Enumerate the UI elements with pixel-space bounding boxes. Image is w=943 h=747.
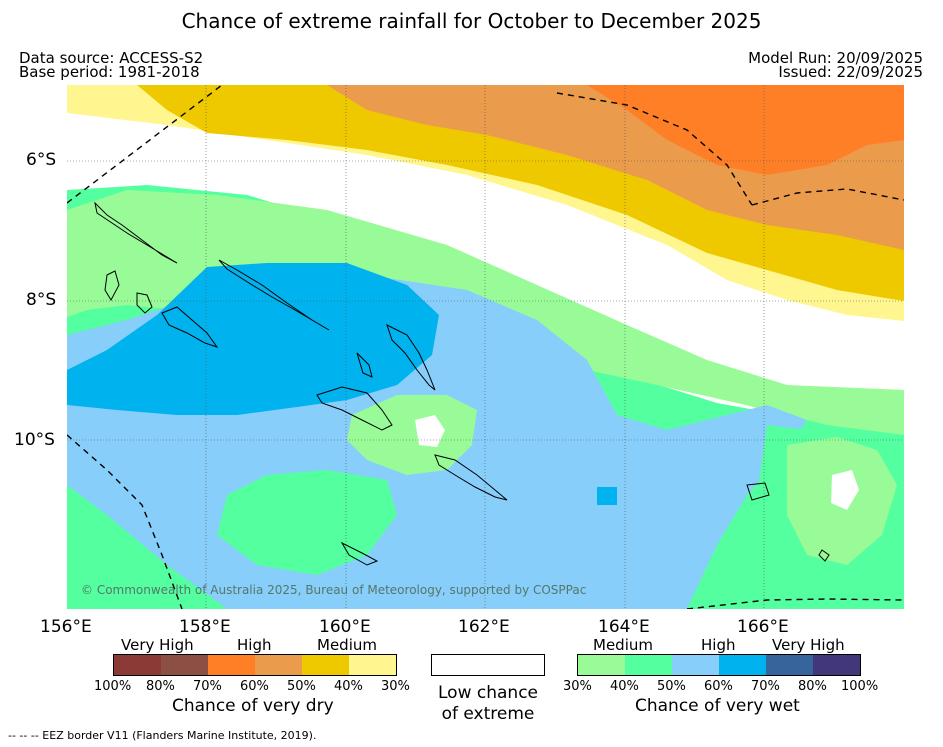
dry-tick-60: 60% [240, 679, 269, 694]
dry-tick-30: 30% [381, 679, 410, 694]
wet-swatch-2 [625, 655, 672, 675]
dry-tick-100: 100% [94, 679, 132, 694]
neutral-caption-2: of extreme [441, 704, 535, 724]
dry-caption: Chance of very dry [172, 696, 334, 716]
data-source: Data source: ACCESS-S2 [19, 49, 204, 67]
neutral-caption-1: Low chance [438, 683, 538, 703]
lon-label-158e: 158°E [179, 617, 231, 637]
model-run: Model Run: 20/09/2025 [748, 49, 923, 67]
wet-colorbar [577, 654, 861, 676]
lon-label-156e: 156°E [40, 617, 92, 637]
lat-label-8s: 8°S [26, 290, 57, 310]
lon-label-164e: 164°E [598, 617, 650, 637]
wet-tick-60: 60% [704, 679, 733, 694]
lon-label-162e: 162°E [458, 617, 510, 637]
base-period: Base period: 1981-2018 [19, 63, 200, 81]
lon-label-160e: 160°E [319, 617, 371, 637]
wet-tick-80: 80% [798, 679, 827, 694]
coastlines [94, 201, 830, 566]
wet-cat-high: High [701, 636, 736, 654]
dry-colorbar [113, 654, 397, 676]
issued-date: Issued: 22/09/2025 [778, 63, 923, 81]
graticule [67, 85, 904, 609]
wet-swatch-1 [578, 655, 625, 675]
lat-label-6s: 6°S [26, 150, 57, 170]
wet-cat-very-high: Very High [772, 636, 845, 654]
dry-tick-80: 80% [146, 679, 175, 694]
wet-caption: Chance of very wet [635, 696, 800, 716]
wet-swatch-5 [766, 655, 813, 675]
rainfall-map: © Commonwealth of Australia 2025, Bureau… [67, 85, 904, 609]
zone-wet-30-central [347, 395, 477, 475]
dry-swatch-6 [349, 655, 396, 675]
dry-tick-50: 50% [287, 679, 316, 694]
wet-tick-70: 70% [751, 679, 780, 694]
zone-dry-60 [587, 85, 904, 175]
dry-tick-40: 40% [334, 679, 363, 694]
zone-wet-40-inner [217, 470, 397, 575]
zone-neutral-east [831, 470, 859, 510]
wet-tick-40: 40% [610, 679, 639, 694]
wet-swatch-4 [719, 655, 766, 675]
dry-swatch-4 [255, 655, 302, 675]
zone-wet-60-speck [597, 487, 617, 505]
dry-tick-70: 70% [193, 679, 222, 694]
dry-cat-medium: Medium [317, 636, 377, 654]
eez-footnote: -- -- -- EEZ border V11 (Flanders Marine… [8, 729, 317, 742]
dry-swatch-2 [161, 655, 208, 675]
wet-tick-100: 100% [841, 679, 879, 694]
map-title: Chance of extreme rainfall for October t… [181, 9, 762, 33]
dry-swatch-1 [114, 655, 161, 675]
wet-tick-50: 50% [657, 679, 686, 694]
dry-cat-very-high: Very High [121, 636, 194, 654]
copyright-text: © Commonwealth of Australia 2025, Bureau… [81, 583, 586, 597]
wet-swatch-6 [813, 655, 860, 675]
zone-neutral-central [415, 415, 445, 447]
wet-cat-medium: Medium [593, 636, 653, 654]
dry-swatch-5 [302, 655, 349, 675]
lon-label-166e: 166°E [737, 617, 789, 637]
neutral-swatch [431, 654, 545, 676]
lat-label-10s: 10°S [14, 430, 55, 450]
wet-swatch-3 [672, 655, 719, 675]
dry-swatch-3 [208, 655, 255, 675]
eez-border [67, 85, 904, 609]
wet-tick-30: 30% [563, 679, 592, 694]
dry-cat-high: High [237, 636, 272, 654]
